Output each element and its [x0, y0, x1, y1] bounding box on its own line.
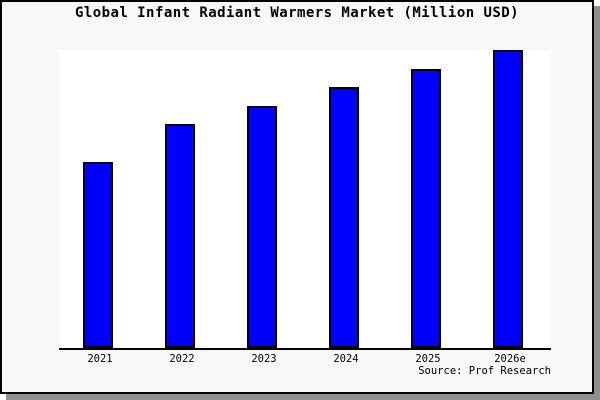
- x-axis-line: [59, 348, 551, 350]
- chart-title: Global Infant Radiant Warmers Market (Mi…: [75, 5, 519, 21]
- plot-area: [59, 50, 551, 348]
- chart-card: Global Infant Radiant Warmers Market (Mi…: [0, 0, 594, 394]
- x-tick-label-2025: 2025: [415, 353, 441, 365]
- x-tick-label-2023: 2023: [251, 353, 277, 365]
- bar-2024: [329, 87, 359, 348]
- bar-2021: [83, 162, 113, 348]
- x-tick-label-2021: 2021: [87, 353, 113, 365]
- bar-2026e: [493, 50, 523, 348]
- x-tick-label-2024: 2024: [333, 353, 359, 365]
- x-tick-label-2026e: 2026e: [494, 353, 526, 365]
- bar-2023: [247, 106, 277, 348]
- source-credit: Source: Prof Research: [418, 365, 551, 377]
- x-tick-label-2022: 2022: [169, 353, 195, 365]
- x-axis-labels: 2021 2022 2023 2024 2025 2026e: [59, 350, 551, 365]
- bar-2022: [165, 124, 195, 348]
- bar-2025: [411, 69, 441, 348]
